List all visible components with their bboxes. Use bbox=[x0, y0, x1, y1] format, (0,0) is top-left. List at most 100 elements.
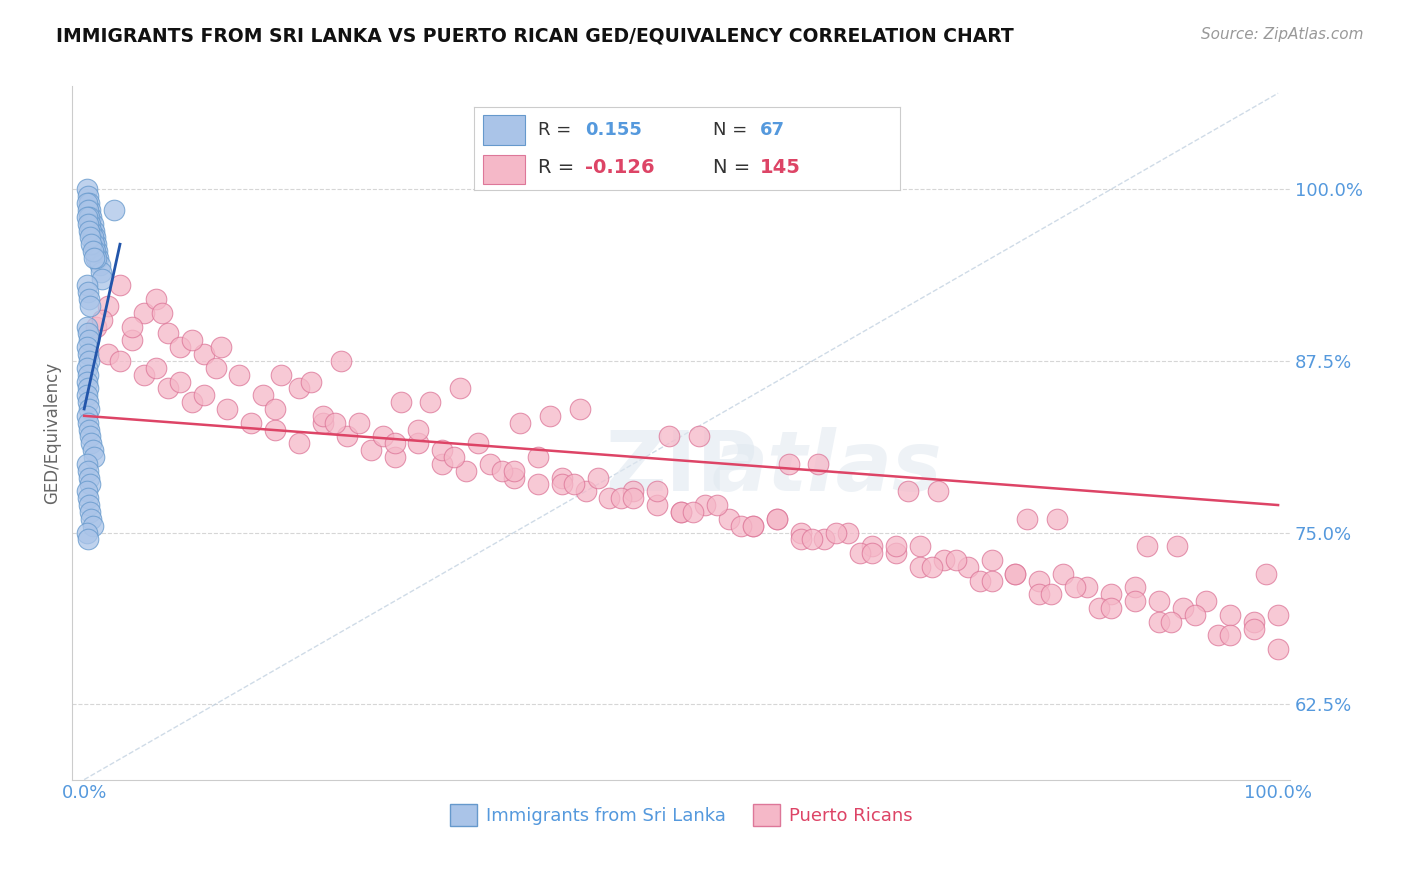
Point bbox=[76, 457, 98, 471]
Point bbox=[76, 217, 98, 231]
Point bbox=[79, 429, 101, 443]
Point bbox=[1123, 594, 1146, 608]
Point bbox=[80, 436, 103, 450]
Point bbox=[503, 470, 526, 484]
Point bbox=[79, 477, 101, 491]
Point bbox=[83, 251, 105, 265]
Point bbox=[76, 360, 98, 375]
Point bbox=[79, 299, 101, 313]
Point bbox=[82, 518, 104, 533]
Point bbox=[204, 360, 226, 375]
Point bbox=[1017, 512, 1039, 526]
Point bbox=[765, 512, 787, 526]
Point bbox=[921, 559, 943, 574]
Point bbox=[76, 533, 98, 547]
Point bbox=[211, 340, 233, 354]
Point bbox=[79, 230, 101, 244]
Point bbox=[908, 539, 931, 553]
Point bbox=[969, 574, 991, 588]
Point bbox=[76, 409, 98, 423]
Point bbox=[1171, 601, 1194, 615]
Point bbox=[1195, 594, 1218, 608]
Point bbox=[76, 182, 98, 196]
Point bbox=[1099, 601, 1122, 615]
Point bbox=[932, 553, 955, 567]
Point bbox=[807, 457, 830, 471]
Point bbox=[336, 429, 359, 443]
Point bbox=[825, 525, 848, 540]
Point bbox=[83, 450, 105, 464]
Point bbox=[884, 546, 907, 560]
Point bbox=[1076, 581, 1098, 595]
Point bbox=[347, 416, 370, 430]
Text: atlas: atlas bbox=[711, 427, 942, 508]
Point bbox=[84, 237, 107, 252]
Point bbox=[76, 381, 98, 395]
Point bbox=[145, 360, 167, 375]
Point bbox=[76, 368, 98, 382]
Point bbox=[1028, 587, 1050, 601]
Point bbox=[76, 464, 98, 478]
Point bbox=[908, 559, 931, 574]
Point bbox=[169, 375, 191, 389]
Point bbox=[193, 347, 215, 361]
Point bbox=[1267, 642, 1289, 657]
Point bbox=[837, 525, 859, 540]
Point bbox=[706, 498, 728, 512]
Point bbox=[730, 518, 752, 533]
Point bbox=[156, 326, 179, 341]
Point bbox=[76, 196, 98, 211]
Point bbox=[77, 401, 100, 416]
Point bbox=[509, 416, 531, 430]
Point bbox=[84, 244, 107, 258]
Point bbox=[693, 498, 716, 512]
Point bbox=[1028, 574, 1050, 588]
Point bbox=[76, 375, 98, 389]
Point bbox=[76, 491, 98, 506]
Point bbox=[90, 265, 112, 279]
Point bbox=[84, 319, 107, 334]
Point bbox=[270, 368, 292, 382]
Point bbox=[1160, 615, 1182, 629]
Point bbox=[598, 491, 620, 506]
Point bbox=[860, 546, 883, 560]
Point bbox=[323, 416, 346, 430]
Point bbox=[76, 416, 98, 430]
Point bbox=[91, 271, 114, 285]
Point bbox=[408, 423, 430, 437]
Point bbox=[77, 423, 100, 437]
Point bbox=[1147, 594, 1170, 608]
Point bbox=[897, 484, 920, 499]
Point bbox=[82, 443, 104, 458]
Point bbox=[432, 443, 454, 458]
Point bbox=[741, 518, 763, 533]
Text: Source: ZipAtlas.com: Source: ZipAtlas.com bbox=[1201, 27, 1364, 42]
Point bbox=[76, 395, 98, 409]
Legend: Immigrants from Sri Lanka, Puerto Ricans: Immigrants from Sri Lanka, Puerto Ricans bbox=[443, 797, 920, 833]
Point bbox=[449, 381, 471, 395]
Point bbox=[79, 505, 101, 519]
Point bbox=[252, 388, 274, 402]
Point bbox=[76, 319, 98, 334]
Point bbox=[801, 533, 824, 547]
Point bbox=[82, 230, 104, 244]
Point bbox=[108, 278, 131, 293]
Point bbox=[849, 546, 872, 560]
Point bbox=[551, 477, 574, 491]
Text: IMMIGRANTS FROM SRI LANKA VS PUERTO RICAN GED/EQUIVALENCY CORRELATION CHART: IMMIGRANTS FROM SRI LANKA VS PUERTO RICA… bbox=[56, 27, 1014, 45]
Point bbox=[329, 354, 352, 368]
Point bbox=[1256, 566, 1278, 581]
Point bbox=[927, 484, 949, 499]
Point bbox=[150, 306, 173, 320]
Point bbox=[551, 470, 574, 484]
Point bbox=[503, 464, 526, 478]
Point bbox=[980, 553, 1002, 567]
Point bbox=[76, 189, 98, 203]
Point bbox=[1088, 601, 1111, 615]
Point bbox=[132, 306, 155, 320]
Point bbox=[884, 539, 907, 553]
Point bbox=[688, 429, 710, 443]
Point bbox=[1052, 566, 1074, 581]
Point bbox=[432, 457, 454, 471]
Point bbox=[77, 354, 100, 368]
